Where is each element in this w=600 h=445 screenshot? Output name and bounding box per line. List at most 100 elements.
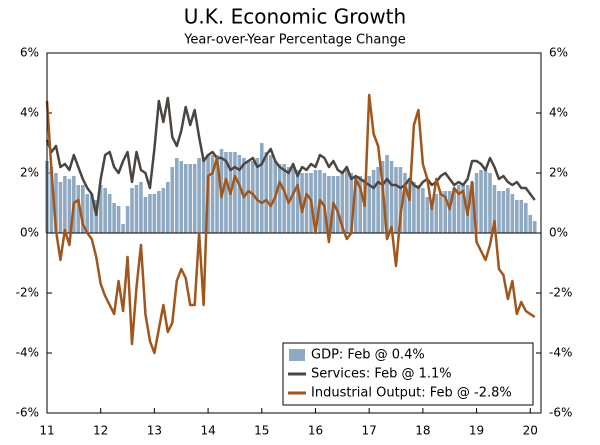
bar [116,206,121,233]
bar [166,182,170,233]
bar [197,158,201,233]
bar [259,143,264,233]
bar [103,188,107,233]
bar [76,185,81,233]
bar [497,191,501,233]
y2-tick-label: 6% [549,46,568,60]
y-tick-label: 2% [20,166,39,180]
legend-label: Industrial Output: Feb @ -2.8% [311,386,512,401]
bar [170,167,175,233]
bar [438,191,443,233]
bar [85,194,90,233]
bar [358,176,363,233]
bar [148,194,152,233]
y2-tick-label: -2% [549,286,572,300]
bar [510,194,515,233]
bar [488,173,492,233]
bar [188,164,193,233]
bar [506,188,510,233]
x-tick-label: 15 [254,424,269,438]
bar [174,158,179,233]
bar [394,167,398,233]
bar [461,185,465,233]
bar [398,167,403,233]
bar [434,194,439,233]
bar [492,185,497,233]
bar [452,188,456,233]
bar [515,200,519,233]
y-tick-label: -6% [16,406,39,420]
bar [179,161,184,233]
bar [336,176,340,233]
legend-box [282,342,534,406]
bar [340,173,345,233]
chart-title: U.K. Economic Growth [184,5,406,29]
bar [237,155,242,233]
y-tick-label: 6% [20,46,39,60]
bar [157,191,161,233]
bar [121,224,125,233]
bar [107,194,112,233]
bar [376,167,380,233]
y-tick-label: -2% [16,286,39,300]
bar [130,188,134,233]
bar [152,194,157,233]
legend-label: Services: Feb @ 1.1% [311,367,452,382]
bar [304,173,309,233]
x-tick-label: 14 [200,424,215,438]
bar [430,200,434,233]
y2-tick-label: -6% [549,406,572,420]
bar [54,173,58,233]
bar [322,173,327,233]
x-tick-label: 20 [523,424,538,438]
bar [447,191,452,233]
bar [98,185,103,233]
bar [143,197,148,233]
bar [215,155,219,233]
x-tick-label: 19 [469,424,484,438]
bar [183,164,188,233]
bar [89,194,94,233]
bar [407,179,412,233]
bar [139,182,143,233]
bar [94,200,99,233]
bar [255,158,260,233]
bar [277,164,282,233]
bar [327,176,331,233]
bar [291,167,295,233]
bar [210,155,215,233]
y2-tick-label: 4% [549,106,568,120]
bar [412,182,416,233]
line [45,96,536,217]
bar [483,170,488,233]
bar [532,221,537,233]
legend-swatch [289,349,305,361]
bar [403,173,407,233]
bar [112,203,116,233]
bar [349,173,354,233]
bar [264,152,269,233]
bar [528,215,533,233]
bar [134,185,139,233]
bar [371,170,376,233]
bar [300,173,304,233]
y-tick-label: 4% [20,106,39,120]
y-tick-label: 0% [20,226,39,240]
bar [344,170,349,233]
bar [282,164,286,233]
chart-subtitle: Year-over-Year Percentage Change [183,33,406,48]
bar [268,155,273,233]
x-tick-label: 11 [39,424,54,438]
bar [58,182,63,233]
bar [524,203,528,233]
bar [385,155,389,233]
bar [251,161,255,233]
bar [313,170,318,233]
bar [501,191,506,233]
bar [456,185,461,233]
y2-tick-label: 2% [549,166,568,180]
bar [425,197,430,233]
bar [49,167,54,233]
bar [443,191,448,233]
